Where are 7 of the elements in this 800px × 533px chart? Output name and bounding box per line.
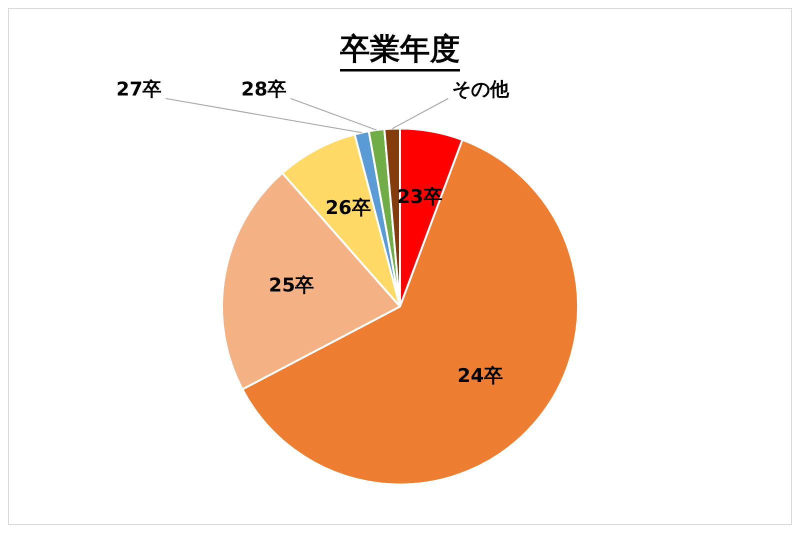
- slice-label: 25卒: [268, 274, 314, 296]
- slice-label: 27卒: [116, 78, 162, 100]
- slice-label: 26卒: [325, 197, 371, 220]
- slice-label: その他: [452, 78, 510, 100]
- slice-label: 28卒: [241, 78, 287, 100]
- chart-title: 卒業年度: [339, 32, 460, 67]
- slice-label: 24卒: [457, 365, 503, 388]
